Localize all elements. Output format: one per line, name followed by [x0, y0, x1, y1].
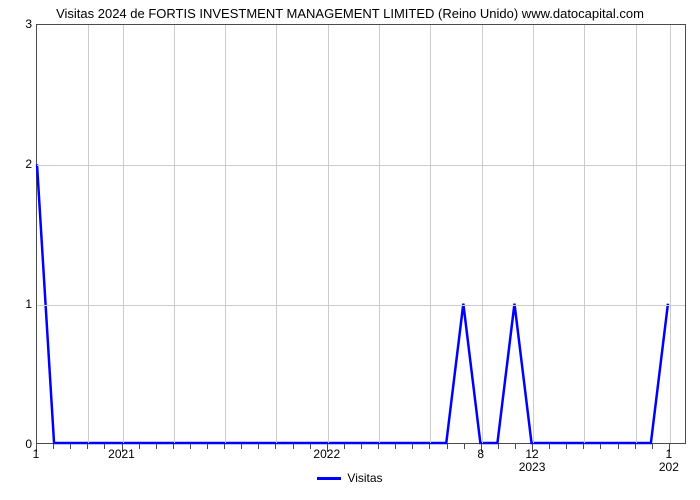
x-tick-label: 1	[666, 447, 673, 461]
x-tick-minor	[53, 444, 54, 449]
x-tick-minor	[173, 444, 174, 449]
x-tick-minor	[241, 444, 242, 449]
x-tick-minor	[447, 444, 448, 449]
x-tick-minor	[344, 444, 345, 449]
x-tick-minor	[498, 444, 499, 449]
x-tick-minor	[87, 444, 88, 449]
x-tick-minor	[378, 444, 379, 449]
x-tick-minor	[464, 444, 465, 449]
x-tick-sublabel: 202	[659, 460, 679, 474]
chart-svg	[37, 25, 685, 443]
x-tick-minor	[600, 444, 601, 449]
x-tick-minor	[224, 444, 225, 449]
x-tick-minor	[549, 444, 550, 449]
x-tick-minor	[156, 444, 157, 449]
x-tick-minor	[104, 444, 105, 449]
legend: Visitas	[0, 471, 700, 485]
grid-v	[533, 25, 534, 443]
x-tick-minor	[275, 444, 276, 449]
x-tick-minor	[583, 444, 584, 449]
x-tick-minor	[70, 444, 71, 449]
grid-v	[276, 25, 277, 443]
grid-v	[174, 25, 175, 443]
grid-v	[430, 25, 431, 443]
x-tick-minor	[361, 444, 362, 449]
x-tick-label: 2021	[108, 447, 135, 461]
chart-title: Visitas 2024 de FORTIS INVESTMENT MANAGE…	[0, 6, 700, 21]
x-tick-minor	[618, 444, 619, 449]
x-tick-minor	[652, 444, 653, 449]
grid-v	[584, 25, 585, 443]
x-tick-label: 12	[525, 447, 538, 461]
grid-v	[123, 25, 124, 443]
x-tick-minor	[395, 444, 396, 449]
legend-label: Visitas	[347, 471, 382, 485]
grid-h	[37, 165, 685, 166]
x-tick-label: 2022	[313, 447, 340, 461]
x-tick-minor	[139, 444, 140, 449]
grid-v	[225, 25, 226, 443]
y-tick-label: 3	[4, 17, 32, 31]
x-tick-minor	[310, 444, 311, 449]
legend-swatch	[317, 477, 341, 480]
x-tick-minor	[293, 444, 294, 449]
x-tick-minor	[207, 444, 208, 449]
x-tick-minor	[429, 444, 430, 449]
y-tick-label: 0	[4, 437, 32, 451]
grid-v	[670, 25, 671, 443]
x-tick-minor	[635, 444, 636, 449]
grid-v	[636, 25, 637, 443]
y-tick-label: 1	[4, 297, 32, 311]
x-tick-minor	[412, 444, 413, 449]
x-tick-minor	[515, 444, 516, 449]
series-line	[37, 164, 668, 443]
x-tick-label: 8	[477, 447, 484, 461]
grid-h	[37, 305, 685, 306]
x-tick-minor	[258, 444, 259, 449]
grid-v	[328, 25, 329, 443]
x-tick-minor	[190, 444, 191, 449]
grid-v	[88, 25, 89, 443]
grid-v	[379, 25, 380, 443]
x-tick-minor	[566, 444, 567, 449]
x-tick-label: 1	[33, 447, 40, 461]
x-tick-sublabel: 2023	[519, 460, 546, 474]
grid-v	[482, 25, 483, 443]
y-tick-label: 2	[4, 157, 32, 171]
plot-area	[36, 24, 686, 444]
